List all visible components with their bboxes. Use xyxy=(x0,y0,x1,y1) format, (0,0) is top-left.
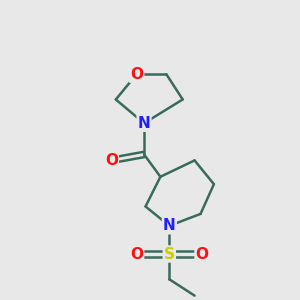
Text: N: N xyxy=(163,218,176,233)
Text: O: O xyxy=(105,153,118,168)
Text: N: N xyxy=(138,116,150,131)
Text: S: S xyxy=(164,247,175,262)
Text: O: O xyxy=(130,247,143,262)
Text: O: O xyxy=(196,247,208,262)
Text: O: O xyxy=(130,67,143,82)
